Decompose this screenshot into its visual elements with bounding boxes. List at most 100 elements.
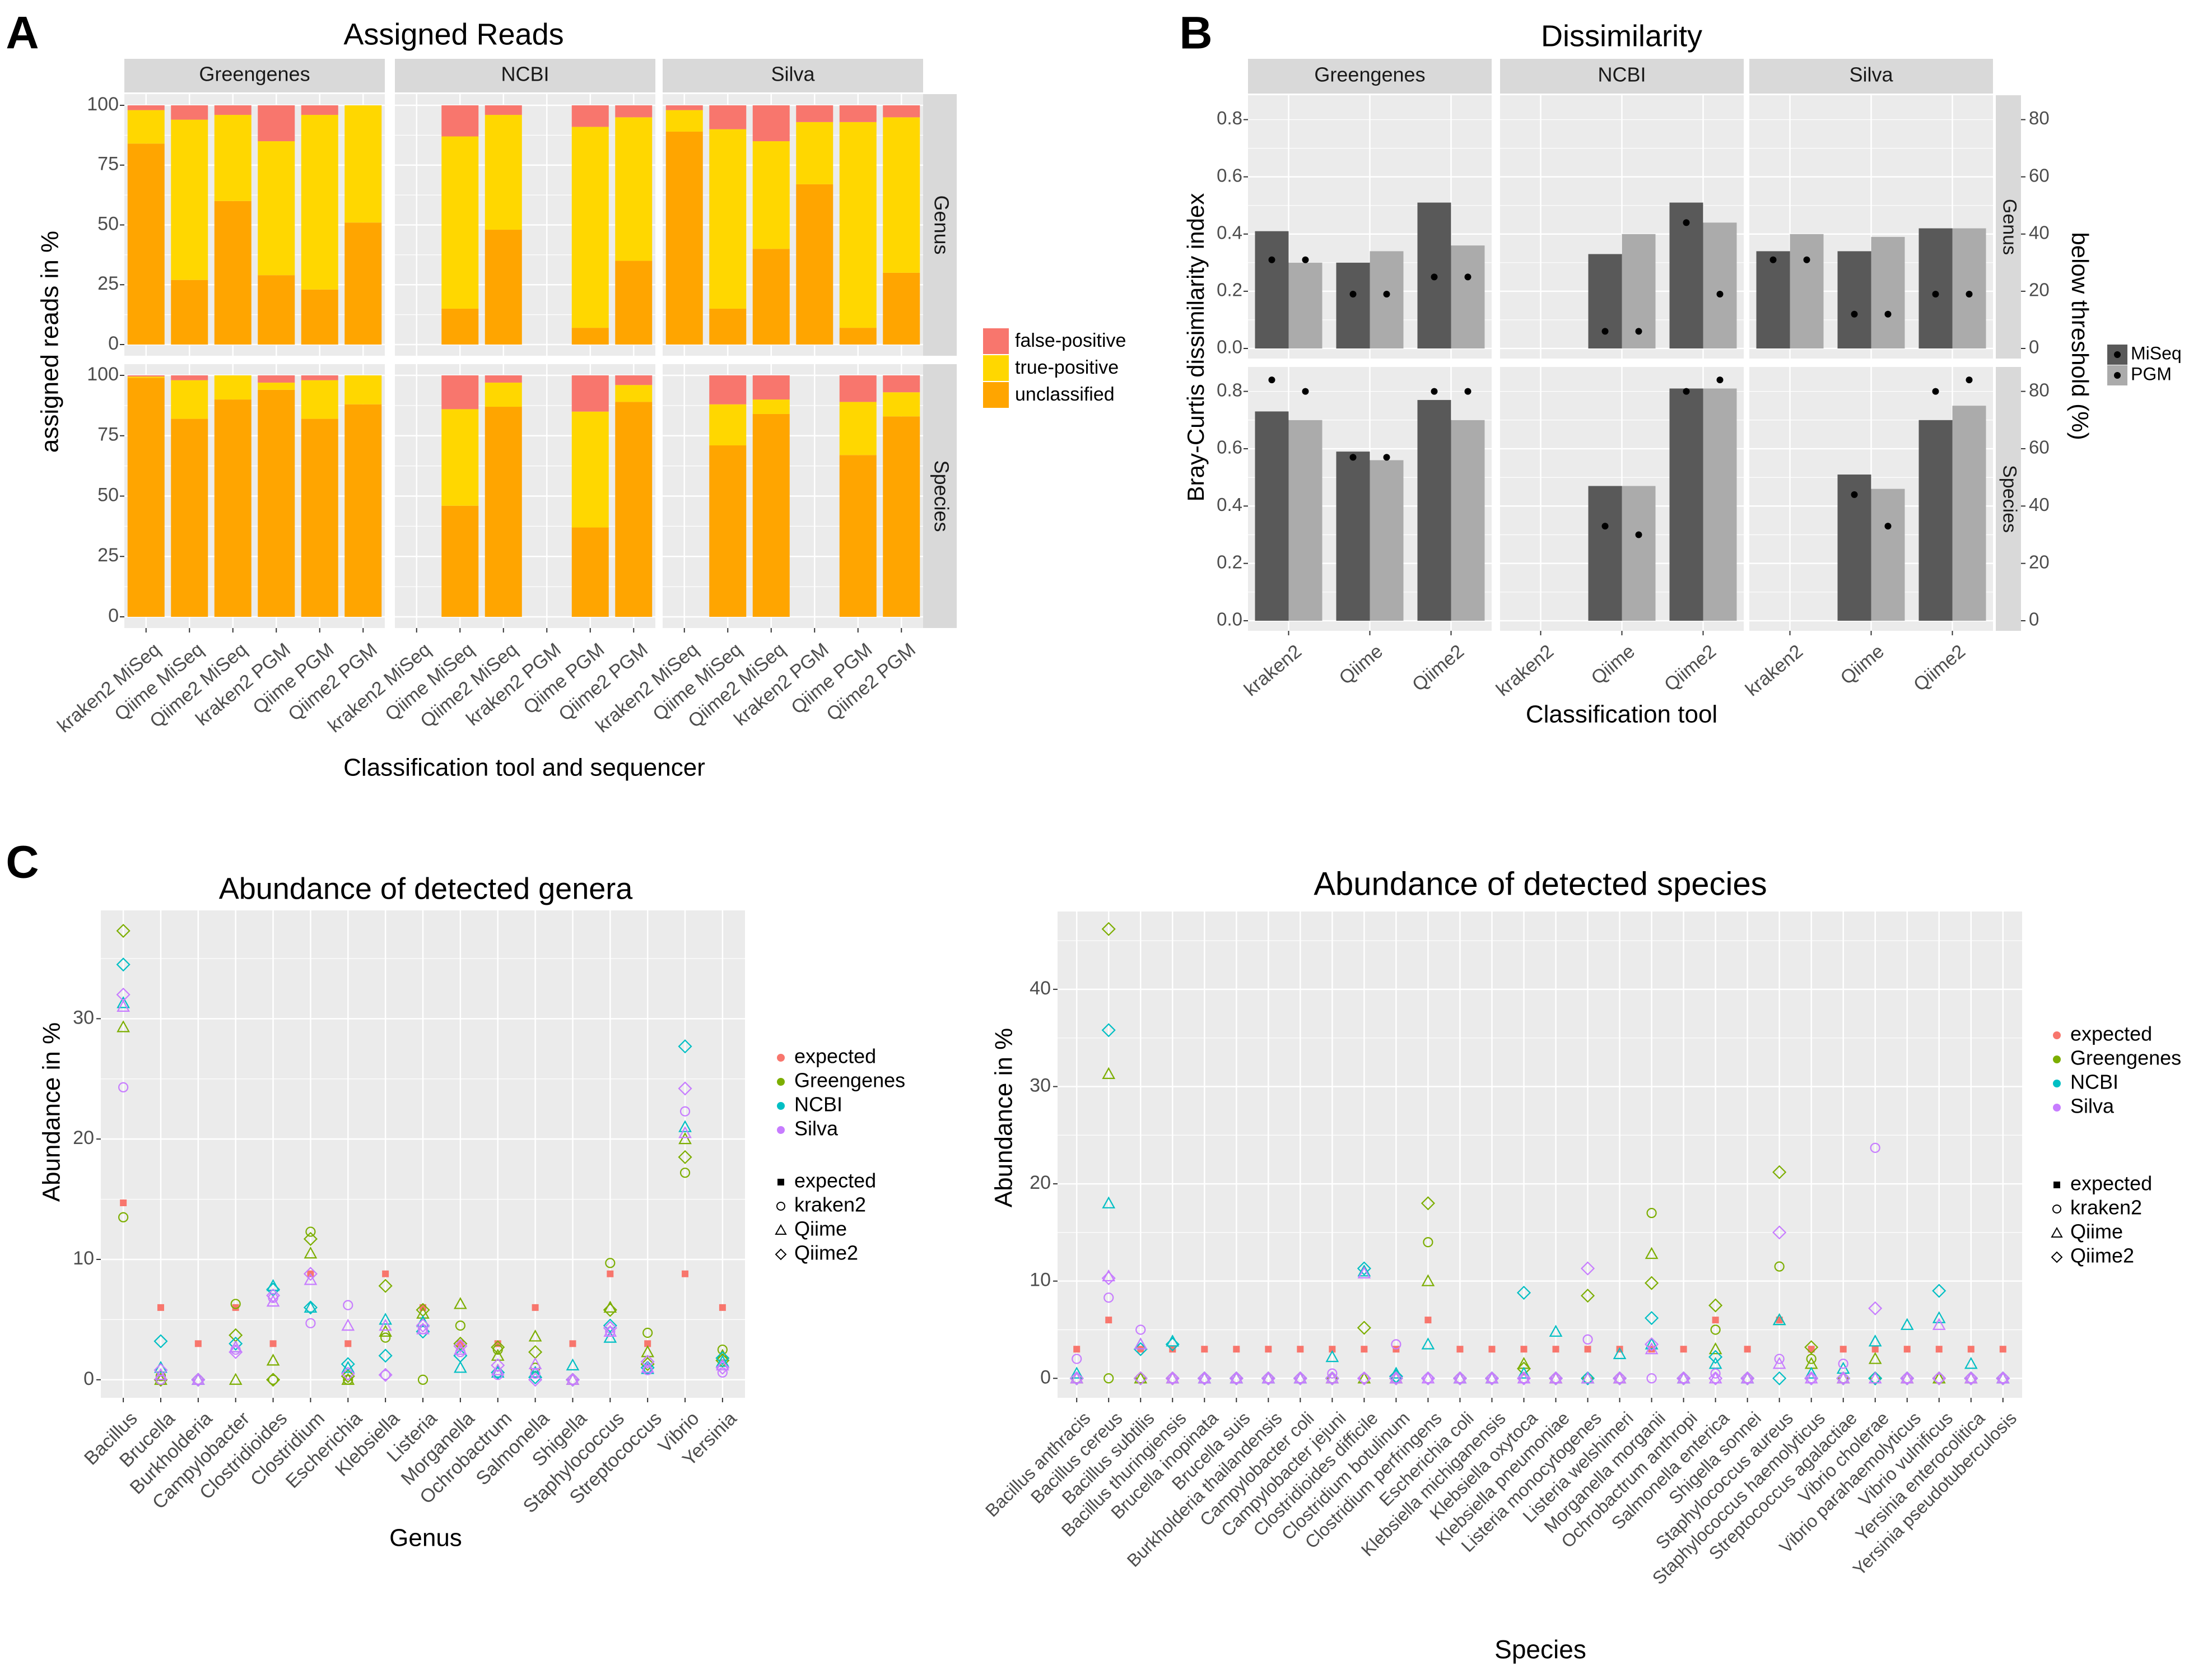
chart-b-bar-pgm-species-ncbi-qiime: [1622, 486, 1656, 621]
chart-c2-point-silva-kraken2-vibrio-cholerae: [1870, 1142, 1880, 1153]
chart-b-point-pgm-species-greengenes-kraken2: [1302, 388, 1309, 395]
chart-b-point-pgm-species-greengenes-qiime: [1383, 454, 1390, 461]
chart-c1-point-silva-qiime2-ochrobactrum: [491, 1358, 505, 1373]
chart-b-legend-dot-pgm: [2114, 372, 2121, 379]
chart-b-point-pgm-genus-silva-qiime2: [1966, 290, 1973, 297]
chart-a-legend-label-true-positive: true-positive: [1015, 357, 1119, 378]
chart-c1-legend-color-label-ncbi: NCBI: [794, 1093, 842, 1116]
chart-a-rowstrip-label-genus: Genus: [930, 195, 953, 254]
chart-b-bar-pgm-genus-greengenes-kraken2: [1288, 262, 1322, 348]
chart-b-strip-silva: [1749, 59, 1993, 94]
chart-c2-legend-color-label-expected: expected: [2070, 1022, 2152, 1045]
chart-c2-point-silva-kraken2-salmonella-enterica: [1710, 1368, 1721, 1379]
chart-b-strip-label-greengenes: Greengenes: [1314, 63, 1425, 86]
chart-c1-xlabel: Genus: [389, 1524, 462, 1552]
chart-b-bar-pgm-species-greengenes-qiime: [1370, 460, 1404, 621]
chart-a-bar-true-positive-genus-greengenes-qiime2-pgm: [344, 105, 382, 223]
chart-c1-point-greengenes-qiime2-clostridioides: [266, 1373, 281, 1387]
chart-b-ytick-label: 0.2: [1217, 551, 1242, 572]
chart-c1-point-greengenes-qiime-clostridium: [304, 1246, 318, 1259]
chart-c2-point-expected-brucella-inopinata: [1201, 1346, 1208, 1353]
chart-c2-point-silva-qiime2-clostridium-perfringens: [1421, 1371, 1435, 1385]
chart-a-bar-unclassified-species-greengenes-qiime2-pgm: [344, 404, 382, 617]
chart-b-point-pgm-genus-silva-qiime: [1884, 310, 1892, 318]
chart-b-point-miseq-genus-ncbi-qiime: [1601, 328, 1609, 335]
chart-b-bar-pgm-species-greengenes-qiime2: [1451, 420, 1485, 621]
chart-a-ytick-label: 50: [97, 484, 119, 505]
chart-c2-legend-color-key-expected: [2053, 1031, 2061, 1039]
chart-c2-point-greengenes-qiime-salmonella-enterica: [1708, 1342, 1722, 1355]
chart-b-point-pgm-species-silva-qiime: [1884, 523, 1892, 530]
chart-c1-legend-color-label-silva: Silva: [794, 1117, 839, 1140]
chart-c1-point-greengenes-qiime2-streptococcus: [640, 1357, 655, 1371]
chart-b-ytick-label: 0.8: [1217, 379, 1242, 400]
chart-c1-point-ncbi-qiime-clostridium: [304, 1300, 318, 1313]
chart-c1-point-expected-staphylococcus: [607, 1270, 614, 1277]
chart-a-legend-key-false-positive: [983, 328, 1009, 354]
chart-c2-point-ncbi-qiime2-klebsiella-oxytoca: [1516, 1285, 1531, 1300]
chart-a-bar-unclassified-species-greengenes-kraken2-miseq: [127, 378, 165, 617]
chart-c1-point-silva-qiime-clostridioides: [266, 1294, 280, 1307]
chart-a-bar-unclassified-genus-silva-qiime-pgm: [839, 328, 877, 345]
chart-b-y2tick-label: 0: [2029, 609, 2039, 630]
chart-a-bar-unclassified-genus-silva-kraken2-miseq: [665, 131, 703, 345]
chart-b-point-pgm-species-ncbi-qiime2: [1716, 376, 1724, 384]
chart-b-strip-label-silva: Silva: [1849, 63, 1893, 86]
chart-b-xtick-label-qiime2: Qiime2: [1408, 640, 1468, 695]
chart-c2-point-silva-qiime-bacillus-anthracis: [1070, 1371, 1084, 1384]
chart-c1-point-greengenes-kraken2-clostridioides: [268, 1374, 278, 1385]
chart-b-point-miseq-species-silva-qiime2: [1932, 388, 1939, 395]
chart-b-y2tick-label: 40: [2029, 494, 2050, 515]
chart-a-bar-unclassified-species-greengenes-qiime2-miseq: [214, 399, 252, 617]
chart-c1-point-greengenes-kraken2-klebsiella: [380, 1332, 391, 1343]
chart-a-strip-silva: [663, 59, 923, 92]
chart-a-bar-false-positive-genus-silva-qiime-pgm: [839, 105, 877, 122]
chart-c1-point-silva-qiime-bacillus: [117, 999, 130, 1012]
chart-c2-point-greengenes-qiime2-salmonella-enterica: [1708, 1298, 1723, 1313]
chart-a-bar-true-positive-species-greengenes-qiime2-pgm: [344, 375, 382, 404]
chart-a-bar-unclassified-genus-greengenes-qiime-miseq: [171, 280, 208, 345]
chart-c2-point-silva-qiime2-burkholderia-thailandensis: [1261, 1371, 1275, 1385]
chart-c2-legend-color-label-greengenes: Greengenes: [2070, 1047, 2181, 1070]
chart-c2-point-silva-kraken2-campylobacter-jejuni: [1327, 1368, 1338, 1379]
chart-c1-point-expected-escherichia: [344, 1340, 352, 1347]
chart-a-rowstrip-species: [923, 364, 957, 628]
chart-c2-point-expected-vibrio-cholerae: [1871, 1346, 1879, 1353]
chart-b-point-miseq-genus-greengenes-qiime2: [1431, 273, 1438, 281]
chart-a-bar-unclassified-genus-silva-qiime-miseq: [709, 308, 747, 345]
chart-c1-point-ncbi-qiime2-vibrio: [678, 1039, 692, 1054]
chart-c1-point-silva-qiime2-listeria: [416, 1318, 430, 1333]
chart-a-bar-unclassified-species-greengenes-kraken2-pgm: [258, 389, 295, 617]
chart-b-strip-label-ncbi: NCBI: [1598, 63, 1646, 86]
chart-c2-point-silva-qiime2-bacillus-subtilis: [1133, 1371, 1148, 1385]
chart-c2-point-silva-qiime-salmonella-enterica: [1708, 1371, 1722, 1384]
chart-c2-point-expected-vibrio-vulnificus: [1935, 1346, 1943, 1353]
chart-a-bar-true-positive-species-ncbi-qiime-miseq: [441, 409, 479, 506]
chart-a-bar-unclassified-genus-silva-kraken2-pgm: [796, 184, 833, 345]
chart-a-bar-true-positive-genus-greengenes-qiime-miseq: [171, 119, 208, 280]
chart-c1-point-silva-qiime2-escherichia: [341, 1366, 355, 1381]
chart-a-bar-false-positive-genus-ncbi-qiime-pgm: [571, 105, 609, 127]
chart-c1-point-expected-campylobacter: [232, 1304, 239, 1311]
chart-c1-point-ncbi-qiime2-klebsiella: [378, 1348, 393, 1363]
chart-b-point-miseq-species-greengenes-kraken2: [1268, 376, 1275, 384]
chart-a-bar-false-positive-genus-silva-qiime-miseq: [709, 105, 747, 129]
chart-c2-point-silva-qiime2-clostridium-botulinum: [1389, 1371, 1403, 1385]
chart-c2-point-ncbi-qiime-vibrio-cholerae: [1868, 1334, 1882, 1347]
chart-a-bar-false-positive-genus-greengenes-kraken2-miseq: [127, 105, 165, 110]
chart-c1-point-silva-qiime2-bacillus: [116, 987, 131, 1002]
chart-c1-point-silva-qiime2-shigella: [565, 1373, 580, 1387]
chart-c2-point-silva-qiime-vibrio-vulnificus: [1932, 1318, 1946, 1330]
chart-b-point-pgm-genus-silva-kraken2: [1803, 256, 1810, 263]
chart-c2-ytick-label: 40: [1030, 978, 1051, 999]
chart-c2-point-silva-qiime2-listeria-welshimeri: [1612, 1371, 1627, 1385]
chart-b-point-miseq-species-greengenes-qiime2: [1431, 388, 1438, 395]
chart-c2-point-silva-qiime2-bacillus-anthracis: [1069, 1371, 1084, 1385]
chart-b-point-miseq-species-ncbi-qiime2: [1683, 388, 1690, 395]
chart-c2-point-silva-qiime-klebsiella-pneumoniae: [1549, 1371, 1563, 1384]
chart-b-bar-pgm-species-ncbi-qiime2: [1703, 388, 1737, 621]
chart-a-ylabel: assigned reads in %: [36, 231, 64, 453]
chart-a-bar-true-positive-genus-silva-kraken2-miseq: [665, 110, 703, 132]
chart-c2-legend-color-key-silva: [2053, 1104, 2061, 1112]
chart-b-point-miseq-genus-ncbi-qiime2: [1683, 219, 1690, 226]
